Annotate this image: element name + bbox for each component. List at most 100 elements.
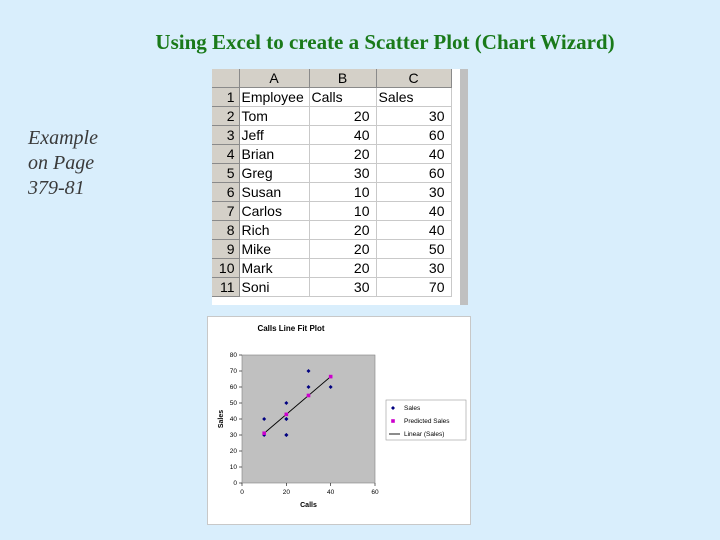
table-cell[interactable]: 20 <box>309 144 377 164</box>
table-row: 5 Greg 30 60 <box>212 163 452 183</box>
row-header[interactable]: 4 <box>212 144 240 164</box>
x-tick-label: 0 <box>240 489 244 496</box>
y-tick-label: 80 <box>230 352 238 359</box>
y-axis-label: Sales <box>218 410 225 428</box>
table-cell[interactable]: 70 <box>376 277 452 297</box>
column-header-a[interactable]: A <box>239 69 310 88</box>
row-header[interactable]: 3 <box>212 125 240 145</box>
x-tick-label: 60 <box>371 489 379 496</box>
table-cell[interactable]: 10 <box>309 201 377 221</box>
table-cell[interactable]: 10 <box>309 182 377 202</box>
row-header[interactable]: 9 <box>212 239 240 259</box>
table-cell[interactable]: 30 <box>309 163 377 183</box>
data-point-predicted <box>284 412 289 417</box>
data-point-sales <box>284 417 289 421</box>
x-tick-label: 40 <box>327 489 335 496</box>
column-header-row: A B C <box>212 69 452 88</box>
x-axis-label: Calls <box>300 502 317 509</box>
caption-line: on Page <box>28 152 95 174</box>
table-cell[interactable]: 30 <box>376 258 452 278</box>
legend-label: Predicted Sales <box>404 418 450 425</box>
table-cell[interactable]: Soni <box>239 277 310 297</box>
legend-marker-sales <box>391 406 395 410</box>
legend-label: Linear (Sales) <box>404 431 444 438</box>
column-header-c[interactable]: C <box>376 69 452 88</box>
row-header[interactable]: 7 <box>212 201 240 221</box>
table-cell[interactable]: 60 <box>376 163 452 183</box>
spreadsheet-grid: A B C 1 Employee Calls Sales 2 Tom 20 30 3 Jeff 40… <box>212 69 452 297</box>
row-header[interactable]: 6 <box>212 182 240 202</box>
table-cell[interactable]: 30 <box>376 182 452 202</box>
caption-line: Example <box>28 127 98 149</box>
table-cell[interactable]: 20 <box>309 239 377 259</box>
row-header[interactable]: 10 <box>212 258 240 278</box>
y-tick-label: 40 <box>230 416 238 423</box>
table-cell[interactable]: Carlos <box>239 201 310 221</box>
table-row: 3 Jeff 40 60 <box>212 125 452 145</box>
table-cell[interactable]: 50 <box>376 239 452 259</box>
legend-marker-predicted <box>391 419 395 423</box>
table-row: 8 Rich 20 40 <box>212 220 452 240</box>
table-row: 2 Tom 20 30 <box>212 106 452 126</box>
sheet-edge <box>460 69 468 305</box>
table-row: 4 Brian 20 40 <box>212 144 452 164</box>
plot-area <box>241 354 376 484</box>
table-cell[interactable]: Greg <box>239 163 310 183</box>
table-cell[interactable]: Jeff <box>239 125 310 145</box>
table-row: 6 Susan 10 30 <box>212 182 452 202</box>
data-point-sales <box>306 369 311 373</box>
data-point-sales <box>284 401 289 405</box>
y-tick-label: 70 <box>230 368 238 375</box>
table-cell[interactable]: 40 <box>376 220 452 240</box>
row-header[interactable]: 11 <box>212 277 240 297</box>
table-cell[interactable]: Sales <box>376 87 452 107</box>
table-cell[interactable]: 30 <box>376 106 452 126</box>
table-cell[interactable]: 40 <box>309 125 377 145</box>
table-cell[interactable]: 40 <box>376 144 452 164</box>
row-header[interactable]: 8 <box>212 220 240 240</box>
legend-label: Sales <box>404 405 421 412</box>
table-cell[interactable]: Mark <box>239 258 310 278</box>
table-cell[interactable]: Tom <box>239 106 310 126</box>
table-row: 9 Mike 20 50 <box>212 239 452 259</box>
y-tick-label: 60 <box>230 384 238 391</box>
y-tick-label: 20 <box>230 448 238 455</box>
legend-box <box>385 399 467 441</box>
data-point-predicted <box>306 393 311 398</box>
table-cell[interactable]: Mike <box>239 239 310 259</box>
trendline <box>263 376 331 434</box>
data-point-sales <box>262 417 267 421</box>
y-tick-label: 30 <box>230 432 238 439</box>
table-cell[interactable]: Brian <box>239 144 310 164</box>
row-header[interactable]: 1 <box>212 87 240 107</box>
select-all-corner[interactable] <box>212 69 240 88</box>
table-cell[interactable]: Calls <box>309 87 377 107</box>
row-header[interactable]: 5 <box>212 163 240 183</box>
table-row: 1 Employee Calls Sales <box>212 87 452 107</box>
y-tick-label: 0 <box>233 480 237 487</box>
table-cell[interactable]: 20 <box>309 106 377 126</box>
table-cell[interactable]: 60 <box>376 125 452 145</box>
table-cell[interactable]: 20 <box>309 258 377 278</box>
caption-line: 379-81 <box>28 177 85 199</box>
scatter-chart: Calls Line Fit Plot 0 10 20 30 40 50 60 70 80 0 20 4… <box>207 316 471 525</box>
table-cell[interactable]: 40 <box>376 201 452 221</box>
table-cell[interactable]: 20 <box>309 220 377 240</box>
y-tick-label: 50 <box>230 400 238 407</box>
row-header[interactable]: 2 <box>212 106 240 126</box>
table-cell[interactable]: Susan <box>239 182 310 202</box>
column-header-b[interactable]: B <box>309 69 377 88</box>
table-cell[interactable]: Employee <box>239 87 310 107</box>
chart-svg: Calls Line Fit Plot 0 10 20 30 40 50 60 70 80 0 20 4… <box>218 324 467 509</box>
data-point-sales <box>328 385 333 389</box>
data-point-sales <box>284 433 289 437</box>
data-point-sales <box>306 385 311 389</box>
y-tick-label: 10 <box>230 464 238 471</box>
x-tick-label: 20 <box>283 489 291 496</box>
table-row: 11 Soni 30 70 <box>212 277 452 297</box>
table-cell[interactable]: Rich <box>239 220 310 240</box>
example-caption: Example on Page 379-81 <box>28 126 98 201</box>
table-cell[interactable]: 30 <box>309 277 377 297</box>
chart-title: Calls Line Fit Plot <box>257 324 324 333</box>
table-row: 7 Carlos 10 40 <box>212 201 452 221</box>
